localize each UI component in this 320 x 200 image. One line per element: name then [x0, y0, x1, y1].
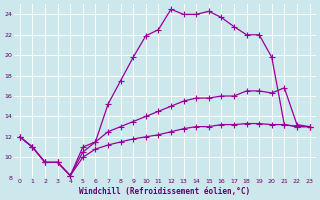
X-axis label: Windchill (Refroidissement éolien,°C): Windchill (Refroidissement éolien,°C)	[79, 187, 250, 196]
